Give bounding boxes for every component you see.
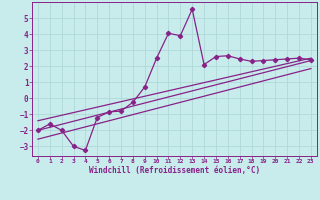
X-axis label: Windchill (Refroidissement éolien,°C): Windchill (Refroidissement éolien,°C) [89,166,260,175]
